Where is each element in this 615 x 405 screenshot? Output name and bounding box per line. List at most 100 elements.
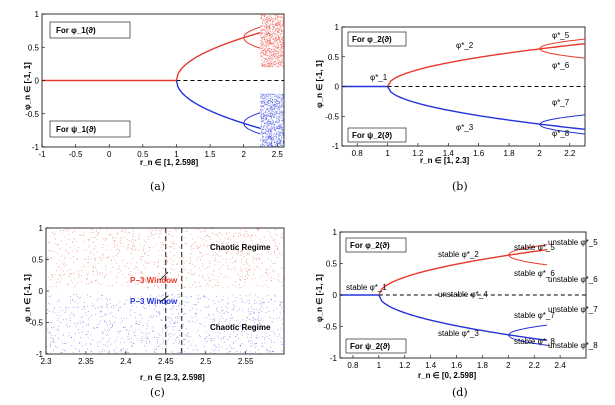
panel-a-cloud-point — [274, 112, 276, 114]
panel-a-cloud-point — [278, 142, 280, 144]
panel-a-cloud-point — [262, 102, 264, 104]
panel-c-cloud-point — [172, 264, 174, 266]
panel-a-cloud-point — [269, 141, 271, 143]
panel-c-cloud-point — [274, 262, 276, 264]
panel-a-cloud-point — [273, 42, 275, 43]
panel-c-cloud-point — [196, 259, 198, 261]
panel-c-cloud-point — [74, 306, 76, 308]
panel-c-cloud-point — [154, 262, 156, 263]
panel-a-cloud-point — [269, 25, 271, 27]
panel-c-cloud-point — [137, 269, 139, 271]
panel-c-cloud-point — [90, 314, 92, 316]
panel-a-cloud-point — [278, 31, 280, 33]
panel-c-cloud-point — [119, 342, 121, 343]
panel-a-cloud-point — [268, 58, 269, 59]
panel-b-branch-3 — [386, 86, 586, 131]
panel-c-cloud-point — [160, 318, 162, 320]
panel-a-cloud-point — [271, 124, 273, 125]
panel-c-cloud-point — [115, 305, 117, 307]
panel-a-cloud-point — [267, 32, 269, 33]
panel-c-cloud-point — [216, 296, 218, 298]
panel-a-cloud-point — [272, 51, 274, 53]
panel-a-cloud-point — [261, 40, 263, 42]
panel-a-cloud-point — [283, 63, 284, 65]
panel-c-cloud-point — [273, 252, 275, 254]
panel-c-cloud-point — [214, 284, 216, 286]
panel-c-cloud-point — [94, 307, 96, 309]
panel-c-cloud-point — [224, 320, 226, 322]
panel-a-cloud-point — [272, 138, 274, 140]
panel-c-cloud-point — [102, 315, 104, 317]
panel-c-cloud-point — [251, 279, 253, 281]
panel-a-cloud-point — [262, 127, 264, 129]
panel-a-cloud-point — [260, 29, 262, 31]
panel-a-label-1: For φ_1(ϑ) — [56, 26, 96, 35]
panel-c-cloud-point — [197, 298, 199, 300]
panel-c-cloud-point — [197, 256, 199, 258]
panel-c-cloud-point — [138, 237, 140, 239]
panel-c-cloud-point — [210, 338, 212, 339]
panel-a-cloud-point — [269, 135, 271, 137]
panel-a-cloud-point — [263, 112, 265, 114]
panel-a-cloud-point — [272, 117, 274, 118]
panel-a-cloud-point — [260, 37, 262, 39]
panel-c-cloud-point — [280, 282, 282, 283]
panel-a-cloud-point — [261, 16, 263, 18]
panel-a-cloud-point — [275, 144, 277, 146]
panel-c-cloud-point — [208, 334, 210, 336]
panel-c-cloud-point — [87, 324, 89, 326]
panel-c-cloud-point — [124, 304, 126, 306]
panel-c-cloud-point — [221, 299, 222, 301]
panel-c-cloud-point — [211, 232, 213, 234]
panel-c-cloud-point — [96, 327, 97, 329]
panel-b-phi7: φ*_7 — [552, 98, 570, 107]
panel-c-cloud-point — [101, 284, 103, 285]
panel-a-cloud-point — [278, 20, 280, 22]
panel-c-cloud-point — [245, 267, 247, 269]
panel-c-cloud-point — [113, 305, 114, 307]
panel-c-cloud-point — [71, 250, 73, 252]
panel-c-cloud-point — [178, 352, 180, 354]
panel-a-cloud-point — [262, 106, 264, 107]
panel-c-cloud-point — [131, 275, 133, 277]
panel-c-cloud-point — [169, 251, 171, 253]
panel-a-cloud-point — [266, 48, 268, 50]
panel-b-ytick: 0.5 — [328, 53, 340, 62]
panel-c-cloud-point — [205, 240, 207, 242]
panel-c-cloud-point — [261, 318, 262, 320]
panel-a-cloud-point — [267, 19, 269, 21]
panel-a-cloud-point — [266, 41, 268, 43]
panel-c-cloud-point — [235, 261, 237, 263]
panel-a-cloud-point — [280, 17, 282, 19]
panel-c-cloud-point — [230, 317, 232, 319]
panel-c-cloud-point — [202, 295, 204, 297]
panel-c-cloud-point — [83, 231, 85, 233]
panel-c-cloud-point — [237, 244, 238, 246]
panel-a-cloud-point — [270, 129, 272, 131]
panel-a-cloud-point — [276, 35, 278, 37]
panel-a-cloud-point — [283, 108, 285, 110]
panel-c-cloud-point — [209, 324, 211, 326]
panel-c-xtick: 2.4 — [120, 357, 132, 366]
panel-a-cloud-point — [278, 51, 279, 53]
panel-a-cloud-point — [270, 100, 272, 102]
panel-c-cloud-point — [109, 285, 111, 287]
panel-c-cloud-point — [58, 265, 60, 267]
panel-c-cloud-point — [147, 286, 149, 288]
panel-a-cloud-point — [260, 58, 262, 60]
panel-a-cloud-point — [271, 96, 272, 98]
panel-c-cloud-point — [145, 242, 147, 243]
panel-a-cloud-point — [279, 22, 281, 24]
panel-c-cloud-point — [143, 248, 145, 250]
panel-c-cloud-point — [171, 280, 173, 282]
panel-a-cloud-point — [274, 29, 276, 31]
panel-c-cloud-point — [241, 259, 243, 260]
panel-a-cloud-point — [270, 110, 272, 111]
panel-c-cloud-point — [187, 347, 189, 349]
panel-c-cloud-point — [202, 265, 204, 267]
panel-c-cloud-point — [281, 319, 283, 321]
panel-c-cloud-point — [71, 279, 73, 281]
panel-c-cloud-point — [241, 342, 243, 344]
panel-d-ylabel: φ_n ∈ [-1, 1] — [315, 274, 324, 322]
panel-c-cloud-point — [232, 294, 234, 296]
